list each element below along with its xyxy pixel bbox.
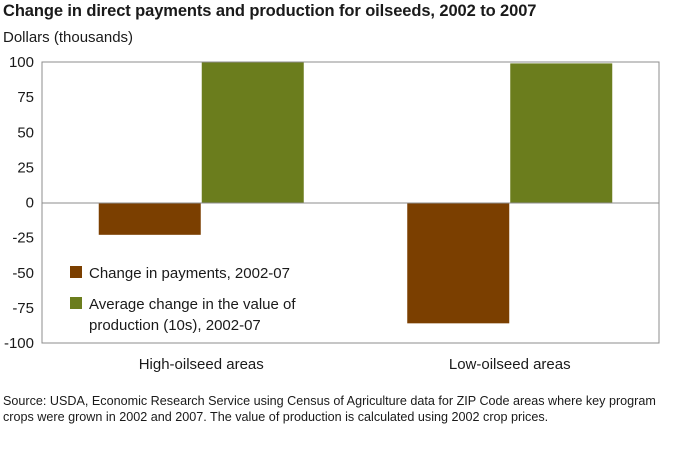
- legend-label-production-line1: Average change in the value of: [89, 296, 296, 313]
- y-tick-label: -25: [12, 230, 34, 247]
- bar: [510, 63, 613, 203]
- x-category-label: Low-oilseed areas: [449, 356, 571, 373]
- bars: [98, 62, 613, 324]
- legend: Change in payments, 2002-07 Average chan…: [70, 265, 296, 334]
- bar-chart: 100 75 50 25 0 -25 -50 -75 -100 High-oilseed are…: [4, 54, 660, 373]
- legend-swatch-production: [70, 297, 82, 309]
- legend-label-production-line2: production (10s), 2002-07: [89, 317, 261, 334]
- legend-label-payments: Change in payments, 2002-07: [89, 265, 290, 282]
- y-tick-label: -75: [12, 300, 34, 317]
- y-tick-label: -50: [12, 265, 34, 282]
- y-axis-unit-label: Dollars (thousands): [3, 29, 134, 46]
- y-tick-label: -100: [4, 335, 34, 352]
- chart-title: Change in direct payments and production…: [3, 2, 537, 20]
- y-tick-label: 75: [17, 89, 34, 106]
- bar: [98, 202, 201, 235]
- x-axis-categories: High-oilseed areas Low-oilseed areas: [139, 356, 571, 373]
- y-tick-label: 25: [17, 159, 34, 176]
- y-tick-label: 0: [26, 195, 34, 212]
- bar: [201, 62, 304, 203]
- y-tick-label: 50: [17, 124, 34, 141]
- legend-swatch-payments: [70, 266, 82, 278]
- x-category-label: High-oilseed areas: [139, 356, 264, 373]
- y-axis-ticks: 100 75 50 25 0 -25 -50 -75 -100: [4, 54, 34, 352]
- bar: [407, 202, 510, 324]
- y-tick-label: 100: [9, 54, 34, 71]
- source-note: Source: USDA, Economic Research Service …: [3, 394, 656, 424]
